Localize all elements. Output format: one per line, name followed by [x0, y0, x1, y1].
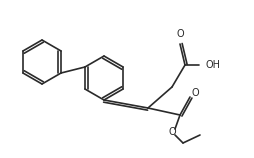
- Text: O: O: [176, 29, 184, 39]
- Text: O: O: [192, 88, 200, 98]
- Text: OH: OH: [205, 60, 220, 70]
- Text: O: O: [168, 127, 176, 137]
